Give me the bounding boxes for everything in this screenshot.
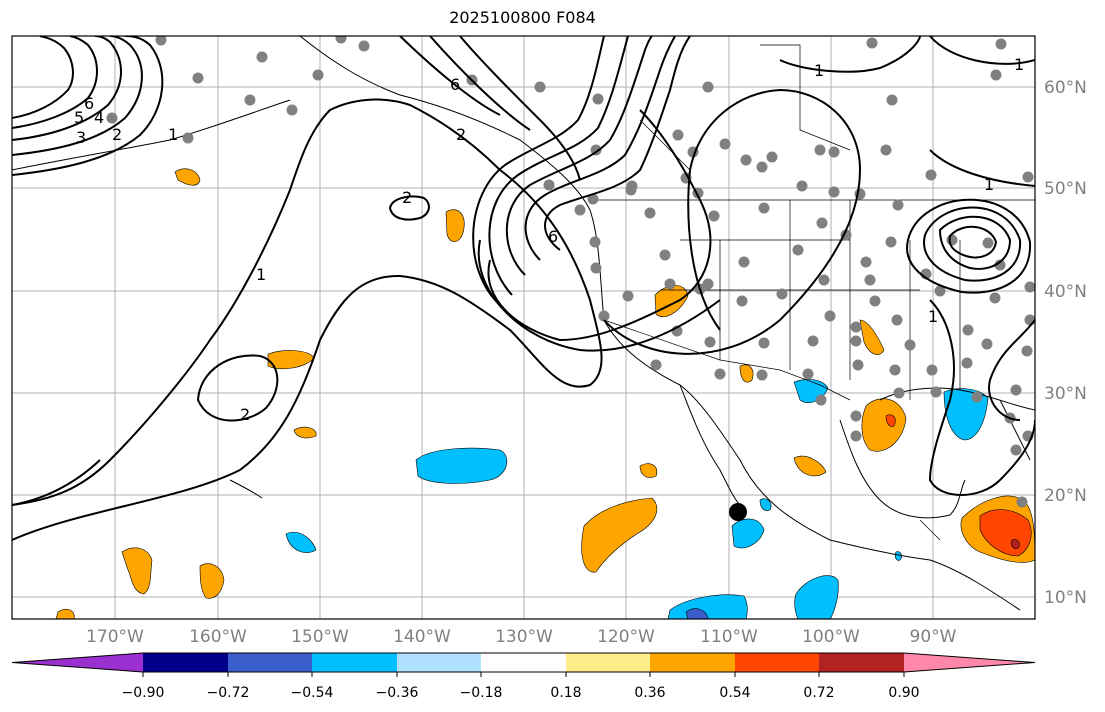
- colorbar-segment: [312, 653, 397, 672]
- contour-label: 2: [402, 188, 412, 207]
- contour-label: 6: [84, 94, 94, 113]
- colorbar-tick-label: −0.18: [460, 685, 503, 701]
- contour-label: 1: [928, 307, 938, 326]
- colorbar-segment: [566, 653, 650, 672]
- colorbar-tick-label: 0.90: [888, 685, 919, 701]
- colorbar-segment: [650, 653, 735, 672]
- lon-label: 100°W: [802, 627, 860, 647]
- contour-label: 1: [1014, 55, 1024, 74]
- contour-label: 1: [814, 61, 824, 80]
- colorbar-tick-label: 0.72: [803, 685, 834, 701]
- colorbar-ticks: −0.90 −0.72 −0.54 −0.36 −0.18 0.18 0.36 …: [122, 685, 920, 701]
- longitude-labels: 170°W 160°W 150°W 140°W 130°W 120°W 110°…: [86, 627, 957, 647]
- lon-label: 170°W: [86, 627, 144, 647]
- colorbar-tick-label: −0.36: [376, 685, 419, 701]
- map-title: 2025100800 F084: [449, 8, 596, 27]
- colorbar-tick-label: 0.54: [719, 685, 750, 701]
- storm-marker: [729, 503, 747, 521]
- colorbar: [11, 652, 1036, 677]
- colorbar-segment: [143, 653, 228, 672]
- contour-label: 2: [456, 125, 466, 144]
- contour-lines: [12, 36, 1035, 541]
- contour-label: 5: [74, 108, 84, 127]
- lon-label: 150°W: [291, 627, 349, 647]
- colorbar-tick-label: −0.72: [207, 685, 250, 701]
- lon-label: 130°W: [495, 627, 553, 647]
- country-borders: [590, 44, 1035, 541]
- lon-label: 110°W: [700, 627, 758, 647]
- lat-label: 50°N: [1044, 179, 1087, 199]
- station-markers: [106, 36, 1035, 508]
- lat-label: 30°N: [1044, 384, 1087, 404]
- colorbar-tick-label: −0.54: [291, 685, 334, 701]
- lon-label: 140°W: [393, 627, 451, 647]
- shaded-anomalies: [55, 168, 1035, 619]
- lon-label: 160°W: [189, 627, 247, 647]
- colorbar-tick-label: −0.90: [122, 685, 165, 701]
- contour-label: 3: [76, 128, 86, 147]
- colorbar-segment: [481, 653, 566, 672]
- contour-label: 6: [548, 227, 558, 246]
- map-border: [11, 35, 1036, 620]
- lat-label: 40°N: [1044, 282, 1087, 302]
- latitude-labels: 60°N 50°N 40°N 30°N 20°N 10°N: [1044, 78, 1087, 608]
- contour-label: 1: [256, 265, 266, 284]
- contour-labels: 6 5 4 3 2 1 2 6 2 1 2 1 1 1 6 1: [74, 55, 1024, 424]
- colorbar-segment: [819, 653, 904, 672]
- colorbar-segment: [735, 653, 819, 672]
- colorbar-tick-label: 0.36: [634, 685, 665, 701]
- contour-label: 1: [984, 175, 994, 194]
- colorbar-segment: [904, 653, 1035, 672]
- colorbar-tick-label: 0.18: [550, 685, 581, 701]
- lon-label: 120°W: [597, 627, 655, 647]
- lat-label: 10°N: [1044, 588, 1087, 608]
- lon-label: 90°W: [910, 627, 957, 647]
- contour-label: 2: [240, 405, 250, 424]
- colorbar-segment: [397, 653, 481, 672]
- contour-label: 2: [112, 125, 122, 144]
- lat-label: 60°N: [1044, 78, 1087, 98]
- colorbar-segment: [228, 653, 312, 672]
- contour-label: 1: [168, 125, 178, 144]
- colorbar-segment: [12, 653, 143, 672]
- contour-label: 6: [450, 75, 460, 94]
- lat-label: 20°N: [1044, 486, 1087, 506]
- contour-label: 4: [94, 108, 104, 127]
